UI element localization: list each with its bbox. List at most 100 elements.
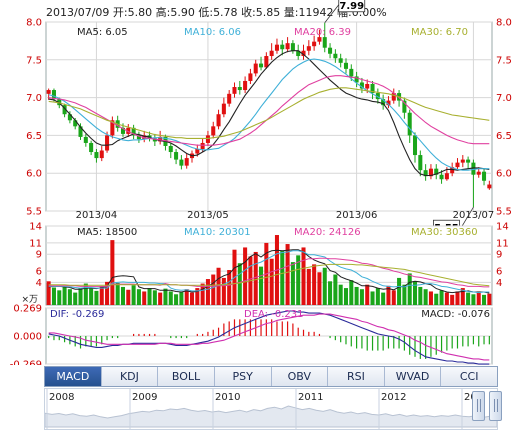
volume-bar [221, 277, 226, 305]
candle-body [158, 136, 163, 142]
price-tick-left: 7.0 [26, 93, 42, 104]
candle-body [195, 149, 200, 154]
volume-bar [333, 274, 338, 305]
range-navigator[interactable]: 2008 2009 2010 2011 2012 20 [44, 388, 498, 430]
candle-body [306, 46, 311, 51]
volume-bar [147, 288, 152, 305]
macd-dea-label: DEA: -0.231 [244, 309, 303, 320]
volume-bar [131, 285, 136, 305]
volume-bar [471, 294, 476, 305]
tab-rsi[interactable]: RSI [328, 367, 385, 386]
navigator-canvas[interactable]: 2008 2009 2010 2011 2012 20 [45, 389, 497, 429]
candle-body [168, 145, 173, 153]
volume-bar [354, 286, 359, 305]
chart-canvas[interactable]: 8.0 8.07.5 7.57.0 7.06.5 6.56.0 6.05.5 5.52013… [0, 0, 518, 365]
macd-tick-left: 0.269 [13, 304, 42, 315]
candle-body [285, 43, 290, 50]
candle-body [131, 127, 136, 136]
volume-bar [62, 285, 67, 305]
tab-boll[interactable]: BOLL [158, 367, 215, 386]
volume-tick-right: 14 [496, 222, 509, 233]
volume-bar [386, 285, 391, 305]
candle-body [280, 44, 285, 50]
range-handle-left[interactable] [472, 391, 485, 421]
volume-bar [375, 288, 380, 305]
volume-bar [174, 294, 179, 305]
quote-date: 2013/07/09 [46, 6, 110, 19]
volume-bar [78, 288, 83, 305]
volume-bar [466, 292, 471, 305]
candle-body [412, 135, 418, 156]
volume-tick-right: 11 [496, 238, 509, 249]
price-tick-right: 5.5 [496, 207, 512, 218]
volume-tick-right: 6 [496, 267, 502, 278]
candle-body [418, 155, 423, 171]
volume-tick-right: 4 [496, 278, 502, 289]
volume-bar [322, 267, 327, 305]
candle-body [466, 159, 471, 163]
candle-body [471, 162, 476, 175]
candle-body [312, 41, 317, 47]
candle-body [46, 90, 51, 94]
candle-body [333, 53, 338, 59]
candle-body [211, 126, 216, 136]
navigator-year-label: 20 [464, 392, 477, 403]
volume-bar [370, 291, 375, 305]
volume-bar [46, 281, 51, 305]
volume-tick-left: 6 [36, 267, 42, 278]
candle-body [184, 158, 189, 166]
volume-bar [142, 291, 147, 305]
candle-body [370, 83, 375, 94]
tab-macd[interactable]: MACD [45, 367, 102, 386]
volume-bar [57, 290, 62, 305]
tab-wvad[interactable]: WVAD [385, 367, 442, 386]
annotation-leader [324, 4, 340, 24]
candle-body [94, 152, 99, 159]
volume-bar [418, 286, 423, 305]
volume-bar [89, 288, 94, 305]
volume-bar [343, 288, 349, 305]
volume-bar [195, 288, 200, 305]
volume-bar [482, 294, 487, 305]
volume-bar [397, 277, 402, 305]
candle-body [444, 173, 449, 180]
volume-bar [428, 291, 433, 305]
candle-body [290, 43, 295, 51]
price-tick-right: 7.0 [496, 93, 512, 104]
price-legend-2: MA20: 6.39 [294, 27, 351, 38]
tab-kdj[interactable]: KDJ [102, 367, 159, 386]
price-ma10-line [48, 58, 490, 171]
tab-cci[interactable]: CCI [459, 370, 479, 383]
candle-body [216, 114, 221, 127]
tab-psy[interactable]: PSY [215, 367, 272, 386]
tab-obv[interactable]: OBV [272, 367, 329, 386]
low-label: 低: [198, 6, 214, 19]
candle-body [354, 76, 359, 83]
volume-bar [99, 286, 104, 305]
volume-bar [110, 240, 115, 305]
open-label: 开: [112, 6, 128, 19]
volume-bar [237, 263, 242, 305]
candle-body [259, 63, 264, 68]
candle-body [67, 114, 72, 121]
volume-value: 11942 [298, 6, 334, 19]
candle-body [248, 73, 253, 81]
volume-bar [487, 293, 492, 305]
range-handle-right[interactable] [489, 391, 502, 421]
volume-bar [216, 267, 221, 305]
volume-bar [184, 289, 189, 305]
indicator-tab-bar: MACD KDJ BOLL PSY OBV RSI WVAD CCI [44, 366, 498, 387]
candle-body [110, 120, 115, 136]
macd-value-label: MACD: -0.076 [421, 309, 490, 320]
candle-body [407, 112, 412, 136]
macd-tick-left: 0.000 [13, 332, 42, 343]
volume-bar [115, 282, 120, 305]
volume-bar [359, 289, 364, 305]
candle-body [381, 99, 386, 106]
volume-bar [460, 288, 465, 305]
close-value: 5.85 [255, 6, 281, 19]
candle-body [301, 50, 306, 57]
price-tick-left: 8.0 [26, 18, 42, 29]
price-legend-0: MA5: 6.05 [77, 27, 128, 38]
